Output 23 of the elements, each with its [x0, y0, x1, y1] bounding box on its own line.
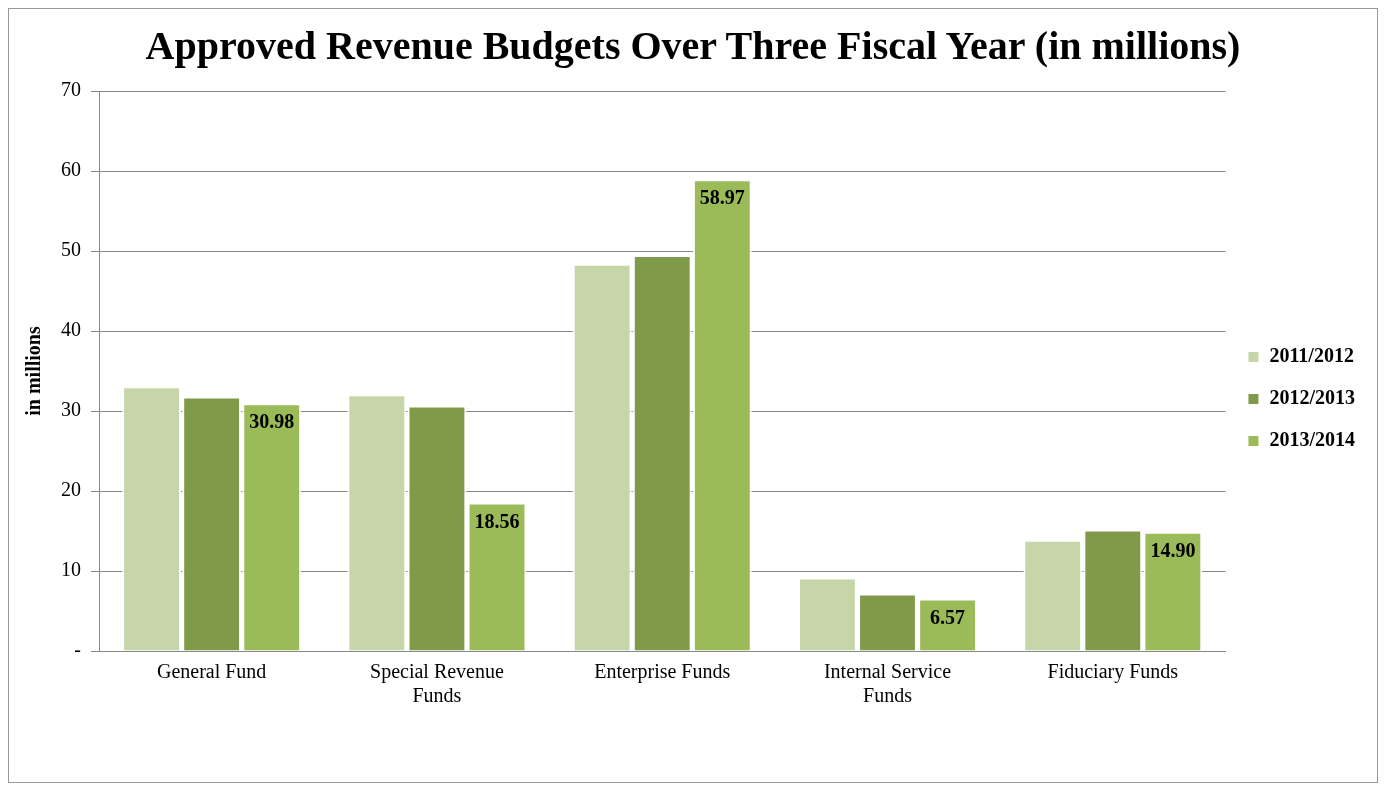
y-tick-label: 50: [61, 238, 81, 261]
x-tick-label: Enterprise Funds: [594, 660, 731, 684]
y-tick-label: 10: [61, 558, 81, 581]
x-tick-label: Internal Service Funds: [823, 660, 952, 707]
y-axis-title: in millions: [22, 326, 45, 416]
y-tick-label: 60: [61, 158, 81, 181]
y-tick-label: 40: [61, 318, 81, 341]
legend-label: 2012/2013: [1269, 386, 1356, 409]
x-tick-label: General Fund: [156, 660, 267, 683]
y-tick-label: 70: [61, 78, 81, 101]
y-tick-label: 30: [61, 398, 81, 421]
y-tick-label: 20: [61, 478, 81, 501]
legend-label: 2013/2014: [1269, 428, 1356, 451]
y-tick-label: -: [74, 638, 81, 661]
chart-title: Approved Revenue Budgets Over Three Fiscal Year (in millions): [144, 23, 1242, 69]
x-tick-label: Fiduciary Funds: [1047, 660, 1179, 684]
legend-label: 2011/2012: [1269, 344, 1354, 367]
x-tick-label: Special Revenue Funds: [370, 660, 504, 707]
data-label: 58.97: [699, 186, 745, 209]
data-label: 18.56: [474, 509, 520, 532]
data-label: 6.57: [930, 605, 966, 628]
data-label: 14.90: [1150, 538, 1196, 561]
data-label: 30.98: [249, 410, 295, 433]
